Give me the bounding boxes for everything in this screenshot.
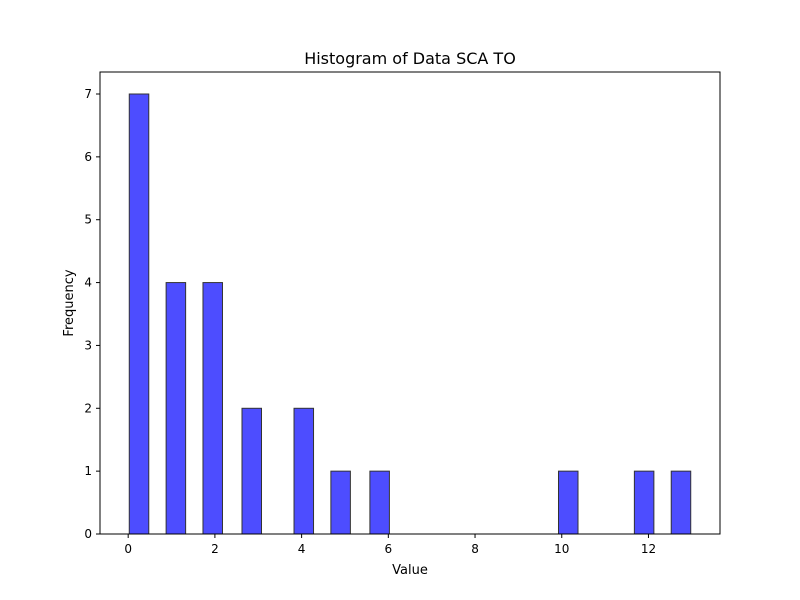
y-tick-label-7: 7 (84, 87, 92, 101)
histogram-bar-1 (165, 282, 187, 535)
histogram-bar-9 (670, 470, 692, 535)
histogram-bar-3 (241, 407, 263, 535)
plot-frame (99, 71, 721, 535)
histogram-bar-5 (330, 470, 351, 535)
y-tick-label-4: 4 (84, 276, 92, 290)
x-tick-label-6: 12 (641, 542, 656, 556)
histogram-bar-2 (202, 282, 223, 535)
histogram-bars (128, 93, 692, 535)
histogram-bar-4 (293, 407, 315, 535)
x-tick-label-1: 2 (211, 542, 219, 556)
x-tick-label-5: 10 (554, 542, 569, 556)
chart-title: Histogram of Data SCA TO (304, 49, 516, 68)
y-tick-label-6: 6 (84, 150, 92, 164)
y-tick-label-0: 0 (84, 527, 92, 541)
y-tick-label-1: 1 (84, 464, 92, 478)
histogram-bar-0 (128, 93, 150, 535)
histogram-bar-7 (557, 470, 579, 535)
y-tick-label-5: 5 (84, 213, 92, 227)
x-tick-label-3: 6 (385, 542, 393, 556)
y-axis-label: Frequency (62, 269, 77, 336)
x-tick-label-0: 0 (124, 542, 132, 556)
x-tick-label-2: 4 (298, 542, 306, 556)
histogram-bar-6 (369, 470, 390, 535)
x-axis-label: Value (392, 563, 428, 578)
x-tick-label-4: 8 (471, 542, 479, 556)
y-tick-label-2: 2 (84, 401, 92, 415)
y-tick-label-3: 3 (84, 338, 92, 352)
histogram-bar-8 (633, 470, 655, 535)
